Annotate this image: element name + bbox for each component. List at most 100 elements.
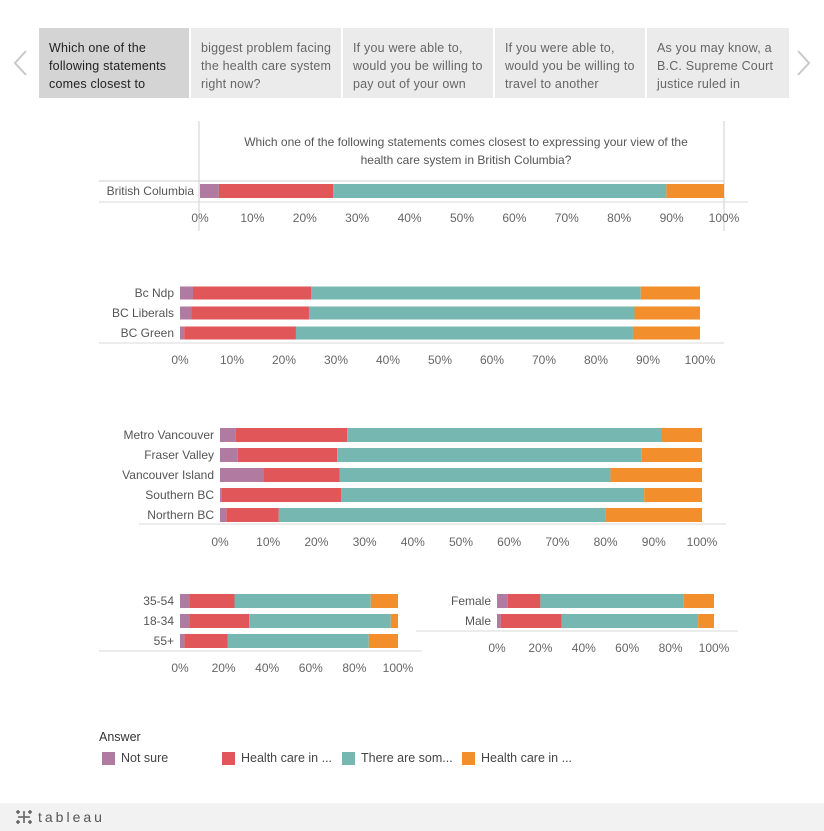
tick-label: 90% xyxy=(660,211,684,225)
tick-label: 50% xyxy=(450,211,474,225)
bar-segment[interactable] xyxy=(180,614,190,628)
question-tabs: Which one of the following statements co… xyxy=(39,28,789,98)
tick-label: 50% xyxy=(449,535,473,549)
bar-segment[interactable] xyxy=(226,508,279,522)
bar-segment[interactable] xyxy=(263,468,340,482)
bar-segment[interactable] xyxy=(200,184,219,198)
bar-segment[interactable] xyxy=(339,468,611,482)
bar-segment[interactable] xyxy=(235,428,348,442)
tab-travel[interactable]: If you were able to, would you be willin… xyxy=(495,28,645,98)
bar-segment[interactable] xyxy=(634,306,700,320)
bar-segment[interactable] xyxy=(640,286,700,300)
bar-segment[interactable] xyxy=(249,614,391,628)
bar-segment[interactable] xyxy=(184,634,228,648)
bar-segment[interactable] xyxy=(237,448,338,462)
bar-segment[interactable] xyxy=(220,488,222,502)
bar-segment[interactable] xyxy=(180,326,185,340)
bar-segment[interactable] xyxy=(561,614,699,628)
bar-segment[interactable] xyxy=(370,594,398,608)
category-label: Southern BC xyxy=(145,488,214,502)
bar-segment[interactable] xyxy=(180,594,190,608)
category-label: BC Green xyxy=(121,326,174,340)
bar-segment[interactable] xyxy=(347,428,662,442)
category-label: Vancouver Island xyxy=(122,468,214,482)
bar-segment[interactable] xyxy=(497,594,508,608)
bar-segment[interactable] xyxy=(333,184,667,198)
bar-segment[interactable] xyxy=(337,448,642,462)
tab-biggest-problem[interactable]: biggest problem facing the health care s… xyxy=(191,28,341,98)
bar-segment[interactable] xyxy=(220,448,238,462)
bar-segment[interactable] xyxy=(610,468,702,482)
tick-label: 20% xyxy=(293,211,317,225)
legend-swatch xyxy=(342,751,355,765)
bar-segment[interactable] xyxy=(180,286,193,300)
chart-title: Which one of the following statements co… xyxy=(244,135,688,149)
bar-segment[interactable] xyxy=(390,614,398,628)
bar-segment[interactable] xyxy=(184,326,296,340)
legend-label: Health care in ... xyxy=(241,751,333,765)
bar-segment[interactable] xyxy=(500,614,562,628)
bar-segment[interactable] xyxy=(295,326,633,340)
bar-segment[interactable] xyxy=(278,508,606,522)
bar-segment[interactable] xyxy=(189,614,250,628)
legend: Answer Not sure Health care in ... There… xyxy=(99,730,619,770)
tab-court-ruling[interactable]: As you may know, a B.C. Supreme Court ju… xyxy=(647,28,789,98)
bar-segment[interactable] xyxy=(191,306,309,320)
legend-label: There are som... xyxy=(361,751,453,765)
tab-pay-out-of-pocket[interactable]: If you were able to, would you be willin… xyxy=(343,28,493,98)
tick-label: 30% xyxy=(353,535,377,549)
bar-segment[interactable] xyxy=(497,614,501,628)
bar-segment[interactable] xyxy=(698,614,714,628)
legend-item-not-sure[interactable]: Not sure xyxy=(102,750,168,766)
legend-item-health-care-orange[interactable]: Health care in ... xyxy=(462,750,572,766)
charts-area: Which one of the following statements co… xyxy=(99,121,748,675)
tick-label: 20% xyxy=(272,353,296,367)
tab-statements[interactable]: Which one of the following statements co… xyxy=(39,28,189,98)
bar-segment[interactable] xyxy=(632,326,700,340)
category-label: 18-34 xyxy=(143,614,174,628)
bar-segment[interactable] xyxy=(368,634,398,648)
legend-label: Health care in ... xyxy=(481,751,573,765)
bar-segment[interactable] xyxy=(644,488,702,502)
bar-segment[interactable] xyxy=(189,594,235,608)
category-label: Male xyxy=(465,614,491,628)
tableau-logo[interactable]: tableau xyxy=(14,807,105,827)
bar-segment[interactable] xyxy=(180,306,192,320)
tick-label: 80% xyxy=(607,211,631,225)
bar-segment[interactable] xyxy=(220,468,264,482)
legend-item-health-care-red[interactable]: Health care in ... xyxy=(222,750,332,766)
tick-label: 0% xyxy=(171,661,189,675)
bar-segment[interactable] xyxy=(227,634,369,648)
legend-title: Answer xyxy=(99,730,141,744)
tick-label: 60% xyxy=(615,641,639,655)
bar-segment[interactable] xyxy=(308,306,635,320)
chevron-left-icon[interactable] xyxy=(10,48,32,78)
category-label: Female xyxy=(451,594,491,608)
bar-segment[interactable] xyxy=(220,508,227,522)
tick-label: 100% xyxy=(383,661,414,675)
bar-segment[interactable] xyxy=(540,594,684,608)
bar-segment[interactable] xyxy=(507,594,541,608)
tick-label: 60% xyxy=(480,353,504,367)
category-label: 35-54 xyxy=(143,594,174,608)
bar-segment[interactable] xyxy=(666,184,724,198)
chevron-right-icon[interactable] xyxy=(792,48,814,78)
bar-segment[interactable] xyxy=(340,488,645,502)
bar-segment[interactable] xyxy=(180,634,185,648)
legend-swatch xyxy=(222,751,235,765)
bar-segment[interactable] xyxy=(193,286,312,300)
category-label: British Columbia xyxy=(107,184,195,198)
bar-segment[interactable] xyxy=(218,184,334,198)
bar-segment[interactable] xyxy=(605,508,702,522)
tick-label: 0% xyxy=(191,211,209,225)
bar-segment[interactable] xyxy=(641,448,702,462)
bar-segment[interactable] xyxy=(311,286,641,300)
bar-segment[interactable] xyxy=(220,428,236,442)
bar-segment[interactable] xyxy=(683,594,714,608)
bar-segment[interactable] xyxy=(221,488,341,502)
bar-segment[interactable] xyxy=(234,594,371,608)
tick-label: 40% xyxy=(398,211,422,225)
legend-item-there-are-some[interactable]: There are som... xyxy=(342,750,453,766)
bar-segment[interactable] xyxy=(661,428,702,442)
tick-label: 80% xyxy=(584,353,608,367)
